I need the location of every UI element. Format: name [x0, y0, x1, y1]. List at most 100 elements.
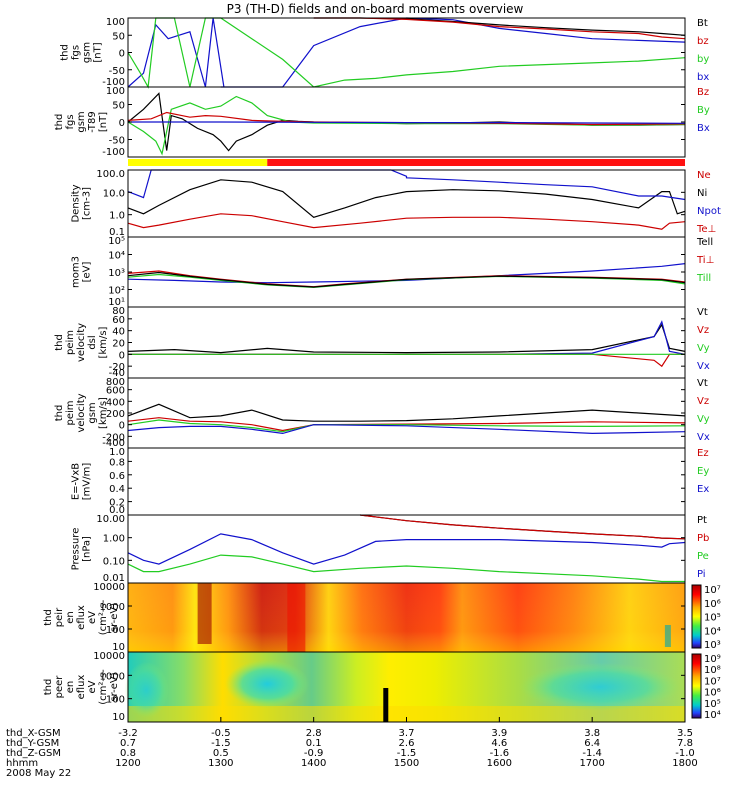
colorbar-tick-label: 10⁶ — [704, 688, 721, 699]
series-line — [127, 271, 686, 288]
series-line — [127, 424, 686, 435]
date-label: 2008 May 22 — [6, 768, 71, 779]
chart-title: P3 (TH-D) fields and on-board moments ov… — [227, 2, 524, 16]
panel-frame — [127, 447, 686, 516]
y-tick-label: -100 — [102, 147, 125, 158]
colorbar-tick-label: 10³ — [704, 640, 721, 651]
series-line — [127, 554, 685, 583]
y-axis-label: thd fgs gsm [nT] — [60, 42, 104, 63]
series-line — [127, 533, 686, 565]
y-axis-label-line: thd — [43, 679, 54, 696]
y-tick-label: 0.2 — [109, 498, 125, 509]
electron-spectrogram-blob — [519, 663, 680, 711]
y-tick-label: 10¹ — [108, 297, 125, 308]
y-axis-label-line: peer — [54, 675, 65, 699]
legend-entry: Pt — [697, 515, 707, 526]
series-line — [127, 95, 686, 156]
x-annotation-value: -0.5 — [211, 728, 231, 739]
legend-entry: Bt — [697, 18, 708, 29]
y-axis-label-line: [nT] — [98, 112, 109, 132]
x-annotation-value: -0.9 — [304, 748, 324, 759]
ion-spectrogram-core — [197, 583, 212, 644]
x-annotation-label: hhmm — [6, 758, 38, 769]
y-tick-label: 10 — [112, 642, 125, 653]
y-axis-label-line: gsm — [76, 111, 87, 132]
x-annotation-label: thd_Z-GSM — [6, 748, 61, 759]
x-annotation-value: 3.5 — [677, 728, 693, 739]
electron-colorbar — [691, 653, 702, 719]
y-axis-label-line: Pressure — [71, 528, 82, 571]
legend-entry: Vx — [697, 361, 710, 372]
x-annotation-value: 7.8 — [677, 738, 693, 749]
mode-bar-segment — [128, 159, 268, 166]
y-axis-label-line: (cm²-s- — [98, 669, 109, 705]
x-annotation-value: 1700 — [579, 758, 604, 769]
y-axis-label-line: eV — [87, 611, 98, 624]
panel-ion_spectrogram: 10000 1000 100 10 10⁷ 10⁶ 10⁵ 10⁴ 10³ thd peir en ef… — [43, 582, 721, 653]
y-axis-label: E=-VxB [mV/m] — [71, 463, 93, 501]
y-axis-label-line: [km/s] — [98, 326, 109, 358]
y-tick-label: 200 — [106, 409, 125, 420]
colorbar-tick-label: 10⁷ — [704, 585, 721, 596]
y-axis-label-line: eflux — [76, 675, 87, 700]
y-axis-label: mom3 [eV] — [71, 256, 93, 288]
legend-entry: by — [697, 54, 709, 65]
y-tick-label: 10⁵ — [108, 236, 125, 247]
y-axis-label-line: gsm — [82, 42, 93, 63]
y-tick-label: 100 — [106, 695, 125, 706]
ion-spectrogram-shading — [128, 583, 685, 652]
series-line — [127, 417, 686, 432]
y-tick-label: 50 — [112, 101, 125, 112]
panel-frame — [127, 236, 686, 308]
y-tick-label: 1000 — [100, 602, 125, 613]
y-tick-label: 100.0 — [96, 169, 125, 180]
legend-entry: Vy — [697, 343, 710, 354]
series-line — [127, 179, 686, 218]
x-annotation-value: 3.8 — [584, 728, 600, 739]
colorbar-tick-label: 10⁵ — [704, 613, 721, 624]
legend-entry: Ni — [697, 188, 707, 199]
series-line — [127, 263, 686, 284]
y-tick-label: 60 — [112, 315, 125, 326]
y-tick-label: 10.0 — [103, 188, 125, 199]
ion-colorbar — [691, 584, 702, 649]
x-annotation-value: 1300 — [208, 758, 233, 769]
y-axis-label-line: [nPa] — [82, 536, 93, 562]
series-line — [127, 17, 686, 88]
y-axis-label-line: fgs — [71, 45, 82, 60]
y-tick-label: 100 — [106, 17, 125, 28]
y-tick-label: 1.0 — [109, 211, 125, 222]
y-tick-label: 0.10 — [103, 556, 125, 567]
y-tick-label: 0.8 — [109, 457, 125, 468]
panel-frame — [127, 306, 686, 379]
y-axis-label-line: -T89 — [87, 111, 98, 133]
y-tick-label: 0.1 — [109, 227, 125, 238]
y-tick-label: 100 — [106, 86, 125, 97]
colorbar-tick-label: 10⁷ — [704, 676, 721, 687]
x-annotation-value: 1600 — [487, 758, 512, 769]
x-annotation-value: 1400 — [301, 758, 326, 769]
legend-entry: Vt — [697, 378, 708, 389]
legend-entry: Ti⊥ — [696, 255, 714, 266]
y-axis-label-line: [km/s] — [98, 397, 109, 429]
y-tick-label: 0.0 — [109, 505, 125, 516]
y-tick-label: 1000 — [100, 671, 125, 682]
legend-entry: Vz — [697, 396, 709, 407]
series-line — [127, 111, 686, 126]
y-tick-label: 40 — [112, 327, 125, 338]
y-axis-label-line: gsm — [87, 402, 98, 423]
x-annotation-value: -1.5 — [211, 738, 231, 749]
electron-spectrogram-gap — [383, 688, 389, 722]
y-axis-label: Pressure [nPa] — [71, 528, 93, 571]
x-annotation-value: 1200 — [115, 758, 140, 769]
y-axis-label-line: dsl — [87, 335, 98, 349]
y-axis-label-line: sr-eV) — [109, 603, 120, 632]
legend-entry: Vx — [697, 432, 710, 443]
y-axis-label-line: thd — [54, 114, 65, 131]
y-axis-label-line: mom3 — [71, 256, 82, 288]
y-axis-label-line: velocity — [76, 323, 87, 362]
y-axis-label: Density [cm-3] — [71, 184, 93, 222]
y-tick-label: 100 — [106, 625, 125, 636]
